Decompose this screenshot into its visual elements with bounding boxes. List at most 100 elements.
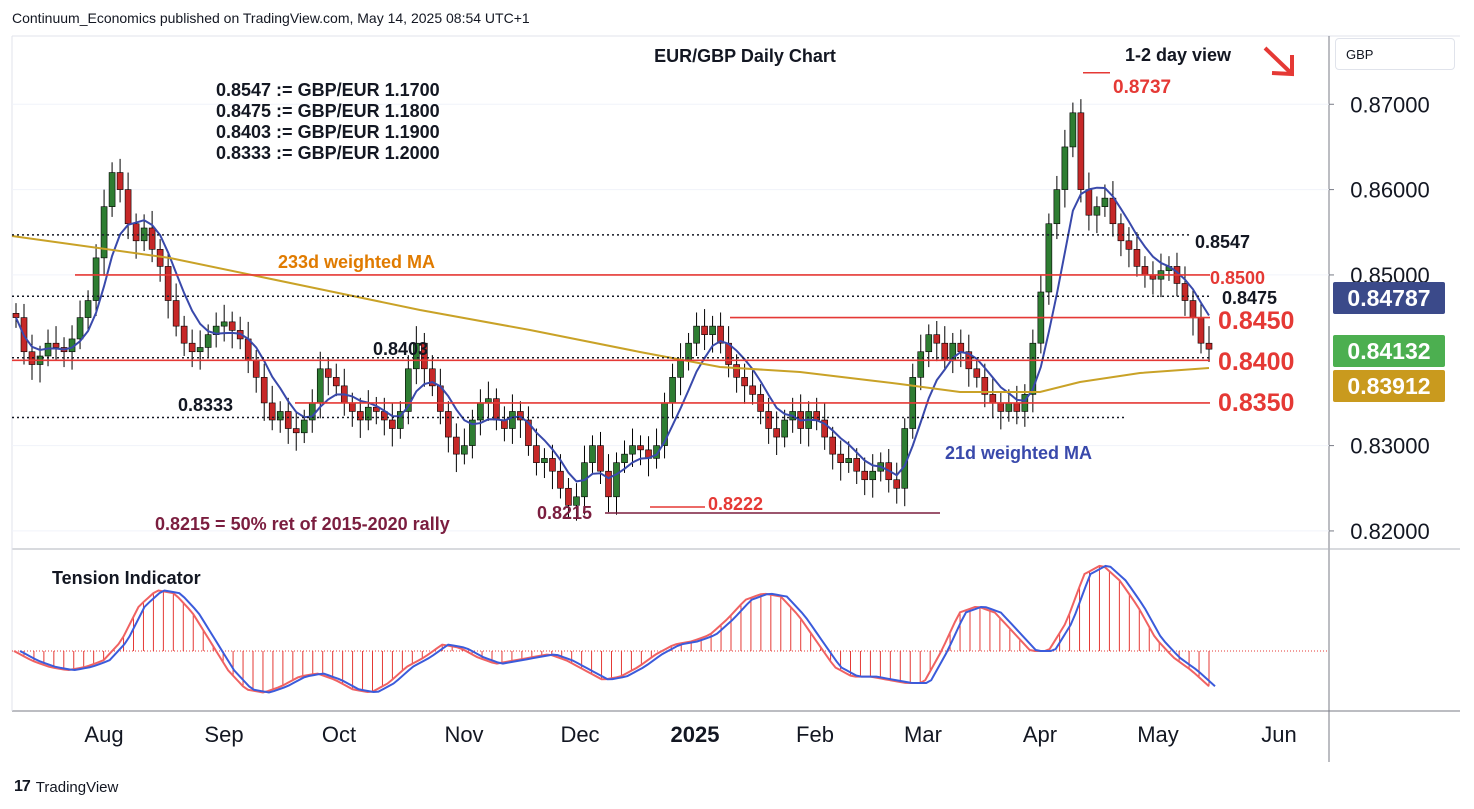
candle-body <box>124 189 132 225</box>
candle-body <box>1141 266 1149 276</box>
level-label-8475: 0.8475 <box>1222 288 1277 308</box>
candle-body <box>469 419 476 446</box>
ma233-label: 233d weighted MA <box>278 252 435 272</box>
candle-body <box>1189 300 1197 318</box>
candle-body <box>821 419 828 438</box>
candle-body <box>1205 342 1213 350</box>
candle-body <box>549 458 556 472</box>
candle-body <box>1077 112 1085 190</box>
candle-body <box>741 377 748 387</box>
candle-body <box>717 325 724 344</box>
candle-body <box>861 470 869 481</box>
tradingview-brand[interactable]: 17 TradingView <box>14 778 118 796</box>
candle-body <box>268 402 276 421</box>
candle-body <box>557 470 564 489</box>
candle-body <box>1085 189 1093 216</box>
candle-body <box>1013 402 1021 412</box>
conversion-note: 0.8547 := GBP/EUR 1.1700 <box>216 80 440 100</box>
candle-body <box>733 364 740 378</box>
candle-body <box>845 458 852 463</box>
candle-body <box>853 458 861 472</box>
candle-body <box>1093 206 1101 216</box>
candle-body <box>677 359 684 378</box>
candle-body <box>413 342 420 370</box>
candle-body <box>100 206 108 259</box>
candle-body <box>356 411 364 421</box>
candle-body <box>693 325 700 344</box>
ma233-line <box>11 235 1210 393</box>
x-tick-label: Sep <box>204 722 243 747</box>
candle-body <box>148 227 156 250</box>
currency-label[interactable]: GBP <box>1335 38 1455 70</box>
level-label-8350: 0.8350 <box>1218 389 1294 417</box>
candle-body <box>525 419 532 446</box>
candle-body <box>421 342 428 370</box>
candle-body <box>180 325 188 344</box>
down-right-arrow-icon <box>1263 46 1294 77</box>
candle-body <box>348 402 356 412</box>
conversion-note: 0.8475 := GBP/EUR 1.1800 <box>216 101 440 121</box>
conversion-note: 0.8403 := GBP/EUR 1.1900 <box>216 122 440 142</box>
candle-body <box>292 428 300 434</box>
candle-body <box>829 436 836 455</box>
candle-body <box>989 394 997 404</box>
candle-body <box>781 419 788 438</box>
candle-body <box>300 419 308 434</box>
candle-body <box>92 257 100 301</box>
level-label-8547: 0.8547 <box>1195 232 1250 252</box>
candle-body <box>765 411 772 429</box>
candle-body <box>1053 189 1061 225</box>
candle-body <box>869 470 877 481</box>
candle-body <box>917 351 925 378</box>
x-tick-label: Feb <box>796 722 834 747</box>
candle-body <box>332 377 340 387</box>
tradingview-logo-icon: 17 <box>14 778 31 795</box>
candle-body <box>997 402 1005 412</box>
candle-body <box>276 411 284 421</box>
view-label: 1-2 day view <box>1125 45 1232 65</box>
y-tick-label: 0.86000 <box>1350 178 1430 203</box>
publisher-header: Continuum_Economics published on Trading… <box>12 10 530 26</box>
candle-body <box>573 496 580 506</box>
candle-body <box>1101 197 1109 207</box>
candle-body <box>893 479 901 489</box>
x-tick-label: Apr <box>1023 722 1057 747</box>
candle-body <box>1117 223 1125 242</box>
candle-body <box>1005 402 1013 412</box>
y-tick-label: 0.83000 <box>1350 434 1430 459</box>
candle-body <box>1069 112 1077 148</box>
candle-body <box>1197 317 1205 344</box>
candle-body <box>364 406 372 421</box>
candle-body <box>220 321 228 327</box>
ma21-line <box>15 186 1210 483</box>
candle-body <box>597 445 604 472</box>
candle-body <box>589 445 596 463</box>
level-label-8403: 0.8403 <box>373 339 428 359</box>
x-tick-label: Mar <box>904 722 942 747</box>
price-badge-label: 0.84787 <box>1347 285 1430 311</box>
x-tick-label: Aug <box>84 722 123 747</box>
candle-body <box>749 385 756 395</box>
x-tick-label: 2025 <box>671 722 720 747</box>
price-badge-last <box>1333 335 1445 367</box>
fib-note: 0.8215 = 50% ret of 2015-2020 rally <box>155 514 450 534</box>
candle-body <box>701 325 708 335</box>
candle-body <box>228 321 236 331</box>
candle-body <box>925 334 933 353</box>
candle-body <box>1181 283 1189 301</box>
candle-body <box>172 300 180 327</box>
price-badge-label: 0.84132 <box>1347 338 1430 364</box>
candle-body <box>653 445 660 459</box>
candle-body <box>773 428 780 438</box>
candle-body <box>84 300 92 318</box>
candle-body <box>1029 342 1037 395</box>
candle-body <box>252 359 260 378</box>
high-label: 0.8737 <box>1113 77 1171 98</box>
candle-body <box>453 436 460 455</box>
fib-label: 0.8215 <box>537 503 592 523</box>
x-tick-label: Dec <box>560 722 599 747</box>
candle-body <box>973 368 981 378</box>
candle-body <box>621 453 628 463</box>
candle-body <box>373 406 380 412</box>
